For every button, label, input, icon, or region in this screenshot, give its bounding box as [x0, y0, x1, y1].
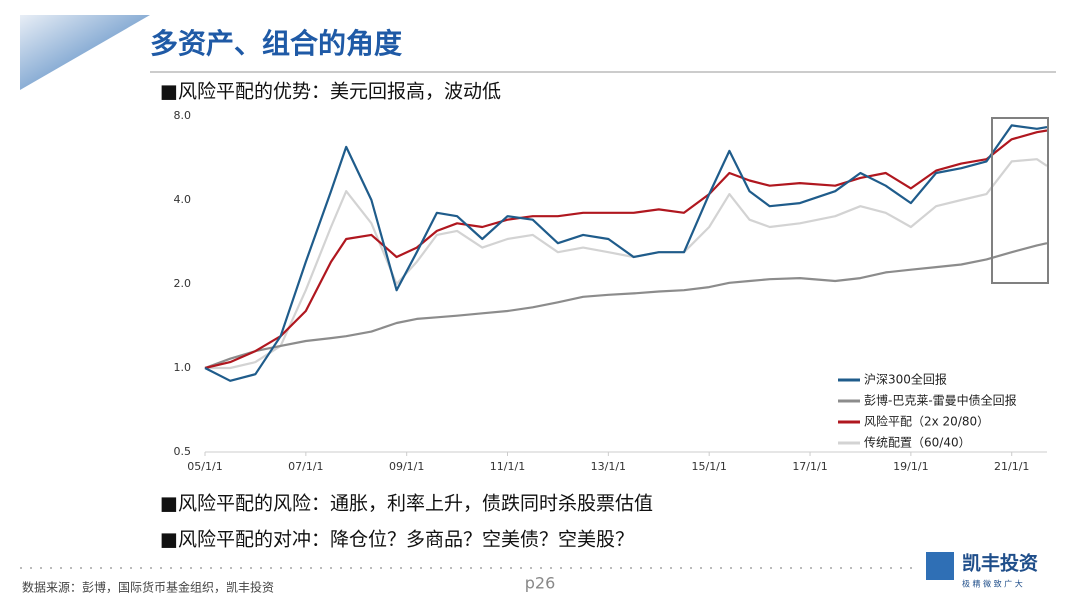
bullet: ■风险平配的对冲：降仓位？多商品？空美债？空美股？ — [160, 529, 634, 551]
source-note: 数据来源：彭博，国际货币基金组织，凯丰投资 — [22, 580, 274, 595]
logo-mark — [926, 552, 954, 580]
y-tick-label: 1.0 — [174, 361, 192, 374]
bullet: ■风险平配的风险：通胀，利率上升，债跌同时杀股票估值 — [160, 493, 653, 515]
bullet: ■风险平配的优势：美元回报高，波动低 — [160, 81, 501, 103]
logo-slogan: 极 精 微 致 广 大 — [962, 579, 1023, 589]
y-tick-label: 8.0 — [174, 109, 192, 122]
x-tick-label: 11/1/1 — [490, 460, 525, 473]
x-tick-label: 19/1/1 — [893, 460, 928, 473]
y-tick-label: 4.0 — [174, 193, 192, 206]
y-tick-label: 2.0 — [174, 277, 192, 290]
x-tick-label: 09/1/1 — [389, 460, 424, 473]
legend-label: 传统配置（60/40） — [864, 435, 971, 450]
series-line — [204, 129, 1048, 370]
legend-label: 彭博-巴克莱-雷曼中债全回报 — [864, 393, 1017, 408]
x-tick-label: 07/1/1 — [288, 460, 323, 473]
series-line — [204, 242, 1048, 370]
series-line — [204, 124, 1048, 382]
slide-title: 多资产、组合的角度 — [150, 27, 402, 60]
x-tick-label: 05/1/1 — [187, 460, 222, 473]
highlight-box — [991, 117, 1049, 284]
legend-label: 沪深300全回报 — [864, 372, 947, 387]
x-tick-label: 21/1/1 — [994, 460, 1029, 473]
x-tick-label: 15/1/1 — [691, 460, 726, 473]
x-tick-label: 17/1/1 — [792, 460, 827, 473]
page-number: p26 — [525, 574, 556, 593]
legend-label: 风险平配（2x 20/80） — [864, 414, 989, 429]
series-line — [205, 158, 1048, 370]
x-tick-label: 13/1/1 — [591, 460, 626, 473]
y-tick-label: 0.5 — [174, 445, 192, 458]
chart: 0.5 1.0 2.0 4.0 8.0 05/1/1 07/1/1 09/1/1 11/1/1 1… — [174, 109, 1048, 473]
logo-text: 凯丰投资 — [962, 552, 1038, 575]
corner-decoration — [20, 15, 150, 90]
